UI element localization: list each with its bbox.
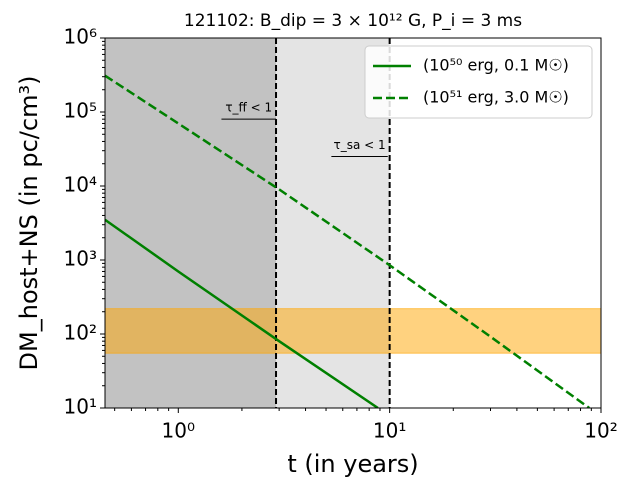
annotation: τ_sa < 1 bbox=[334, 138, 386, 152]
y-tick-label: 10³ bbox=[64, 247, 97, 271]
y-tick-label: 10⁴ bbox=[64, 173, 97, 197]
y-band bbox=[104, 308, 602, 354]
legend-label: (10⁵⁰ erg, 0.1 M☉) bbox=[423, 56, 569, 75]
plot-frame bbox=[104, 37, 602, 409]
x-tick-label: 10⁰ bbox=[162, 419, 195, 443]
y-tick-label: 10¹ bbox=[64, 395, 97, 419]
annotation: τ_ff < 1 bbox=[225, 101, 272, 115]
chart-title: 121102: B_dip = 3 × 10¹² G, P_i = 3 ms bbox=[184, 11, 522, 31]
x-tick-label: 10¹ bbox=[373, 419, 406, 443]
y-axis-label: DM_host+NS (in pc/cm³) bbox=[15, 76, 43, 371]
legend-box bbox=[364, 45, 593, 119]
x-axis-label: t (in years) bbox=[287, 450, 418, 478]
y-tick-label: 10⁵ bbox=[64, 99, 97, 123]
line bbox=[105, 218, 379, 408]
y-tick-label: 10⁶ bbox=[64, 25, 97, 49]
x-tick-label: 10² bbox=[584, 419, 617, 443]
y-tick-label: 10² bbox=[64, 321, 97, 345]
plot bbox=[105, 74, 590, 408]
line bbox=[105, 74, 590, 408]
legend-label: (10⁵¹ erg, 3.0 M☉) bbox=[423, 88, 569, 107]
